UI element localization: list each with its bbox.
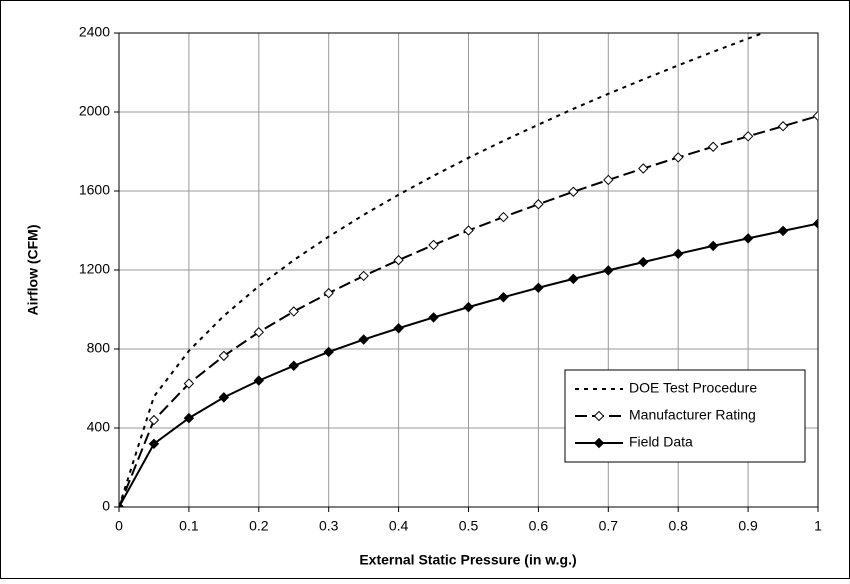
point xyxy=(358,270,369,282)
point xyxy=(707,240,719,252)
legend-label: Field Data xyxy=(629,434,693,450)
point xyxy=(428,312,439,323)
point xyxy=(742,233,754,244)
y-axis-label: Airflow (CFM) xyxy=(25,225,41,316)
point xyxy=(777,225,789,237)
point xyxy=(119,501,125,507)
point xyxy=(533,199,544,210)
point xyxy=(812,110,818,122)
point xyxy=(568,273,579,285)
x-tick-label: 1 xyxy=(814,518,822,534)
point xyxy=(393,323,404,334)
point xyxy=(603,265,614,276)
point xyxy=(148,438,160,450)
point xyxy=(288,306,299,317)
legend-label: DOE Test Procedure xyxy=(629,380,757,396)
legend-label: Manufacturer Rating xyxy=(629,407,756,423)
point xyxy=(638,256,649,268)
point xyxy=(672,248,684,260)
point xyxy=(218,392,230,403)
legend-marker xyxy=(593,410,605,422)
point xyxy=(183,378,195,389)
point xyxy=(498,292,509,303)
point xyxy=(707,141,719,152)
x-tick-label: 0.8 xyxy=(668,518,688,534)
point xyxy=(323,346,334,358)
point xyxy=(288,360,299,371)
legend-box xyxy=(564,369,806,463)
y-tick-label: 0 xyxy=(102,498,110,514)
point xyxy=(742,131,754,142)
y-tick-label: 400 xyxy=(87,419,111,435)
point xyxy=(777,121,789,132)
point xyxy=(672,152,684,163)
y-tick-label: 1200 xyxy=(79,261,110,277)
y-tick-label: 2400 xyxy=(79,24,110,40)
y-tick-label: 800 xyxy=(87,340,111,356)
point xyxy=(358,334,369,345)
point xyxy=(253,327,265,338)
x-tick-label: 0.5 xyxy=(459,518,479,534)
legend-marker xyxy=(593,437,605,449)
point xyxy=(183,412,195,424)
x-tick-label: 0.1 xyxy=(179,518,199,534)
y-tick-label: 1600 xyxy=(79,182,110,198)
y-tick-label: 2000 xyxy=(79,103,110,119)
x-tick-label: 0.7 xyxy=(599,518,619,534)
point xyxy=(638,163,649,174)
plot-group xyxy=(119,33,818,507)
point xyxy=(253,375,265,386)
series-line xyxy=(119,33,767,507)
point xyxy=(603,174,614,186)
point xyxy=(323,287,334,299)
point xyxy=(218,350,230,362)
point xyxy=(812,218,818,229)
x-tick-label: 0.2 xyxy=(249,518,269,534)
point xyxy=(463,301,474,313)
point xyxy=(148,414,160,426)
point xyxy=(533,282,544,293)
x-axis-label: External Static Pressure (in w.g.) xyxy=(359,552,576,568)
x-tick-label: 0.3 xyxy=(319,518,339,534)
x-tick-label: 0.4 xyxy=(389,518,409,534)
plot-area xyxy=(118,32,819,508)
point xyxy=(568,186,579,197)
point xyxy=(463,225,474,236)
x-tick-label: 0 xyxy=(115,518,123,534)
point xyxy=(393,254,404,266)
x-tick-label: 0.6 xyxy=(529,518,549,534)
point xyxy=(498,211,509,223)
x-tick-label: 0.9 xyxy=(738,518,758,534)
point xyxy=(428,239,439,251)
